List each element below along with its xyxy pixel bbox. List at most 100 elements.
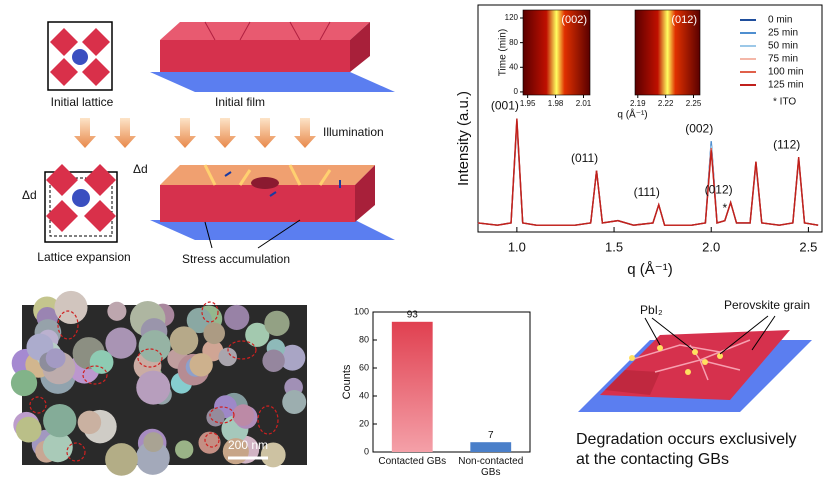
grain	[143, 432, 164, 453]
series-line	[477, 120, 819, 226]
grain	[264, 310, 290, 337]
gb-highlight	[204, 432, 220, 448]
gb-highlight	[66, 442, 86, 462]
grain	[279, 344, 306, 371]
grain	[43, 403, 77, 438]
inset-x-label: q (Å⁻¹)	[617, 108, 647, 121]
pointer-line	[204, 221, 213, 249]
grain	[135, 440, 170, 475]
lattice-expanded	[44, 164, 118, 243]
peak-label: *	[722, 201, 727, 215]
x-tick-label: 1.0	[508, 239, 526, 254]
series-line	[477, 120, 819, 226]
grain	[105, 327, 137, 359]
grain	[189, 353, 213, 377]
series-line	[477, 118, 819, 226]
heatmap	[634, 9, 701, 96]
legend-label: 25 min	[768, 28, 798, 39]
grain	[198, 431, 221, 454]
inset-x-tick-label: 2.25	[686, 99, 702, 108]
inset-y-tick-label: 120	[505, 13, 519, 22]
y-tick-label: 100	[354, 306, 369, 316]
inset-x-tick-label: 2.01	[576, 99, 592, 108]
gb-highlight	[257, 405, 279, 435]
grain	[15, 416, 42, 443]
grain	[10, 369, 38, 397]
grain	[206, 408, 225, 427]
grain	[282, 390, 307, 415]
gb-highlight	[137, 348, 163, 368]
legend-label: 50 min	[768, 41, 798, 52]
pointer-line	[644, 315, 776, 355]
inset-label: (002)	[561, 14, 587, 26]
label: Δd	[22, 188, 37, 202]
label: Initial film	[215, 95, 265, 109]
inset-x-tick-label: 1.98	[548, 99, 564, 108]
y-axis-label: Intensity (a.u.)	[455, 91, 472, 186]
inset-label: (012)	[671, 14, 697, 26]
legend-note: * ITO	[773, 97, 796, 108]
inset-y-tick-label: 0	[514, 87, 519, 96]
series-line	[477, 122, 819, 226]
grain	[245, 322, 270, 347]
grain	[260, 442, 286, 468]
y-tick-label: 0	[364, 446, 369, 456]
grain	[105, 443, 138, 476]
label: Stress accumulation	[182, 252, 290, 266]
film-initial	[150, 21, 395, 92]
label: PbI₂	[640, 303, 663, 317]
bar	[470, 442, 512, 452]
peak-label: (011)	[571, 151, 598, 165]
series-line	[477, 122, 819, 226]
x-axis-label: q (Å⁻¹)	[627, 261, 672, 278]
y-axis-label: Counts	[341, 364, 353, 399]
gb-highlight	[29, 396, 47, 414]
legend-label: 125 min	[768, 80, 804, 91]
grain	[89, 350, 114, 374]
value-label: 93	[407, 309, 419, 320]
label: Initial lattice	[51, 95, 114, 109]
inset-y-tick-label: 40	[509, 62, 518, 71]
legend-label: 0 min	[768, 15, 792, 26]
plot-frame	[372, 311, 531, 453]
grain	[203, 322, 226, 345]
label: Illumination	[323, 125, 384, 139]
grain	[54, 290, 88, 325]
x-tick-label: Contacted GBs	[378, 456, 447, 467]
y-tick-label: 20	[359, 418, 369, 428]
grain	[232, 404, 255, 426]
grain	[42, 432, 73, 463]
peak-label: (112)	[773, 137, 800, 151]
y-tick-label: 80	[359, 334, 369, 344]
x-tick-label: Non-contacted GBs	[458, 456, 524, 478]
scale-bar-label: 200 nm	[228, 438, 268, 452]
grain	[169, 326, 199, 355]
inset-y-tick-label: 80	[509, 38, 518, 47]
gb-highlight	[82, 365, 108, 385]
grain	[136, 370, 171, 405]
illumination-arrows	[74, 118, 316, 148]
pointer-line	[257, 219, 301, 249]
peak-label: (012)	[705, 183, 733, 197]
gb-highlight	[227, 340, 257, 360]
inset-x-tick-label: 2.19	[630, 99, 646, 108]
gb-highlight	[209, 406, 235, 424]
film-stressed	[150, 164, 395, 240]
label: Lattice expansion	[37, 250, 130, 264]
x-tick-label: 1.5	[605, 239, 623, 254]
grain	[107, 301, 127, 321]
series-line	[477, 120, 819, 226]
grain	[175, 440, 194, 459]
label: Δd	[133, 162, 148, 176]
peak-label: (002)	[685, 121, 713, 135]
legend-label: 100 min	[768, 67, 804, 78]
legend-label: 75 min	[768, 54, 798, 65]
x-tick-label: 2.0	[702, 239, 720, 254]
grain	[262, 349, 285, 372]
peak-label: (111)	[634, 185, 660, 199]
caption: Degradation occurs exclusively at the co…	[576, 431, 797, 468]
peak-label: (001)	[491, 99, 519, 113]
inset-x-tick-label: 1.95	[520, 99, 536, 108]
